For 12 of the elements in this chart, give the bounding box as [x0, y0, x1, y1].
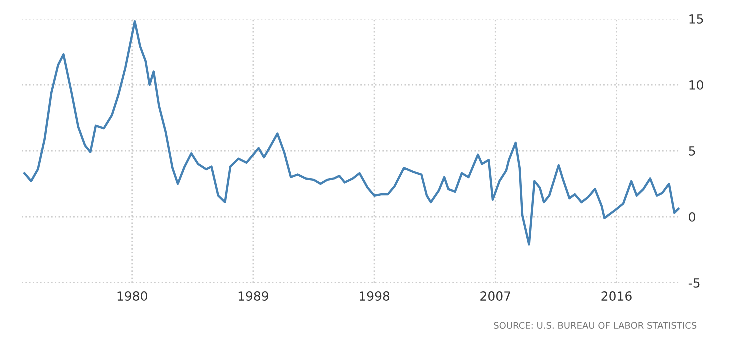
x-tick-label: 1989	[238, 292, 268, 302]
line-series	[24, 20, 680, 246]
y-tick-label: 5	[689, 146, 696, 156]
y-tick-label: -5	[688, 278, 700, 288]
y-tick-label: 15	[690, 14, 704, 24]
x-tick-label: 1998	[360, 292, 390, 302]
x-tick-label: 2016	[602, 292, 632, 302]
source-note: SOURCE: U.S. BUREAU OF LABOR STATISTICS	[494, 322, 697, 330]
x-tick-label: 1980	[118, 292, 148, 302]
y-tick-label: 0	[689, 212, 696, 222]
y-tick-label: 10	[690, 80, 704, 90]
x-tick-label: 2007	[480, 292, 510, 302]
